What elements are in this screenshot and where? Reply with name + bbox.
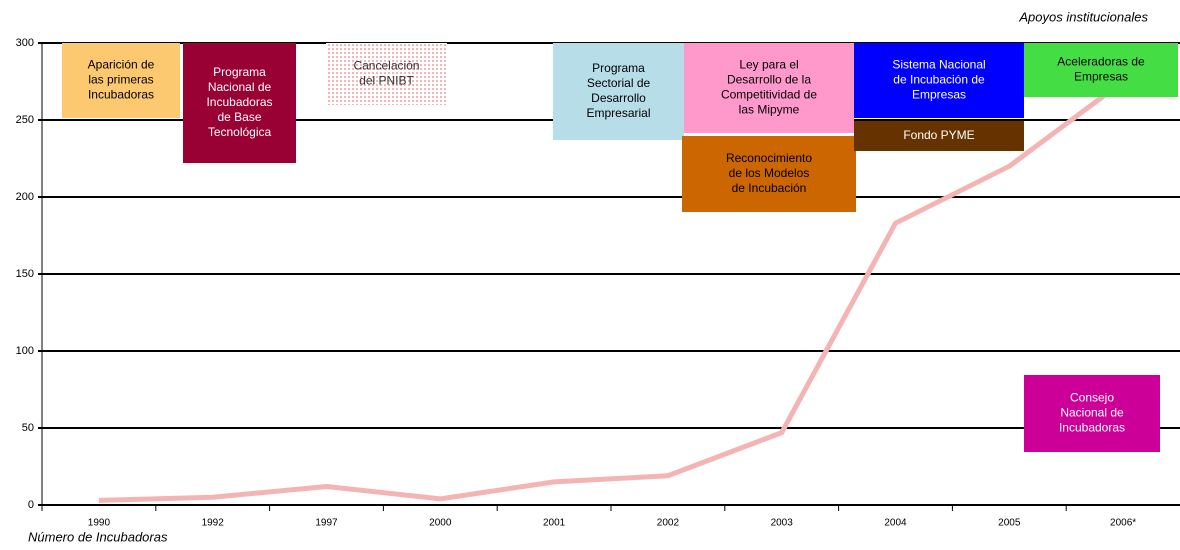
annotation-text: Consejo	[1070, 391, 1114, 405]
x-tick-label: 2000	[429, 518, 452, 529]
x-tick-label: 1997	[315, 518, 338, 529]
annotation-text: Sectorial de	[587, 76, 651, 90]
x-tick-label: 2001	[543, 518, 566, 529]
x-tick-label: 2006*	[1110, 518, 1136, 529]
annotation-text: Fondo PYME	[903, 128, 974, 142]
annotation-text: Aceleradoras de	[1057, 55, 1145, 69]
y-tick-label: 250	[16, 114, 34, 126]
annotation-text: Aparición de	[88, 58, 155, 72]
annotation-text: Incubadoras	[1059, 421, 1125, 435]
annotation-text: de Base	[217, 110, 261, 124]
annotation-text: Programa	[213, 65, 266, 79]
y-tick-label: 300	[16, 37, 34, 49]
annotation-box	[854, 121, 1024, 151]
x-tick-label: 2004	[884, 518, 907, 529]
x-tick-label: 1992	[202, 518, 225, 529]
annotation-text: Reconocimiento	[726, 151, 812, 165]
annotation-text: del PNIBT	[359, 74, 414, 88]
annotation-text: las Mipyme	[739, 103, 800, 117]
annotation-text: Desarrollo	[591, 91, 646, 105]
annotation-text: Tecnológica	[208, 125, 272, 139]
annotation-text: de Incubación	[732, 181, 807, 195]
y-tick-label: 100	[16, 345, 34, 357]
annotations-title: Apoyos institucionales	[1018, 9, 1148, 24]
y-tick-label: 0	[28, 499, 34, 511]
annotation-text: Empresas	[1074, 70, 1128, 84]
x-tick-label: 2005	[998, 518, 1021, 529]
x-tick-label: 2003	[771, 518, 794, 529]
annotation-box	[1024, 375, 1160, 452]
annotation-box	[854, 43, 1024, 118]
annotation-box	[684, 43, 854, 133]
annotation-box	[682, 136, 856, 212]
annotation-text: Cancelación	[353, 59, 419, 73]
x-tick-label: 1990	[88, 518, 111, 529]
annotation-text: Nacional de	[1060, 406, 1124, 420]
annotation-text: Ley para el	[739, 58, 798, 72]
annotation-box	[183, 43, 296, 163]
y-tick-label: 50	[22, 422, 34, 434]
annotation-text: Incubadoras	[88, 88, 154, 102]
annotation-text: Empresarial	[586, 106, 650, 120]
y-tick-label: 200	[16, 191, 34, 203]
annotation-text: Sistema Nacional	[892, 58, 985, 72]
annotation-box	[62, 43, 180, 118]
annotation-text: Incubadoras	[206, 95, 272, 109]
annotation-box	[1024, 43, 1178, 97]
annotation-text: Programa	[592, 61, 645, 75]
annotation-box	[553, 43, 684, 140]
annotation-text: Nacional de	[208, 80, 272, 94]
annotation-text: Competitividad de	[721, 88, 817, 102]
annotation-box	[326, 43, 447, 105]
y-tick-label: 150	[16, 268, 34, 280]
annotation-text: de Incubación de	[893, 73, 985, 87]
data-line	[98, 79, 1125, 503]
x-tick-label: 2002	[657, 518, 680, 529]
annotation-text: las primeras	[88, 73, 153, 87]
annotation-text: de los Modelos	[729, 166, 810, 180]
annotation-text: Desarrollo de la	[727, 73, 811, 87]
y-axis-label: Número de Incubadoras	[28, 529, 168, 544]
annotation-text: Empresas	[912, 88, 966, 102]
